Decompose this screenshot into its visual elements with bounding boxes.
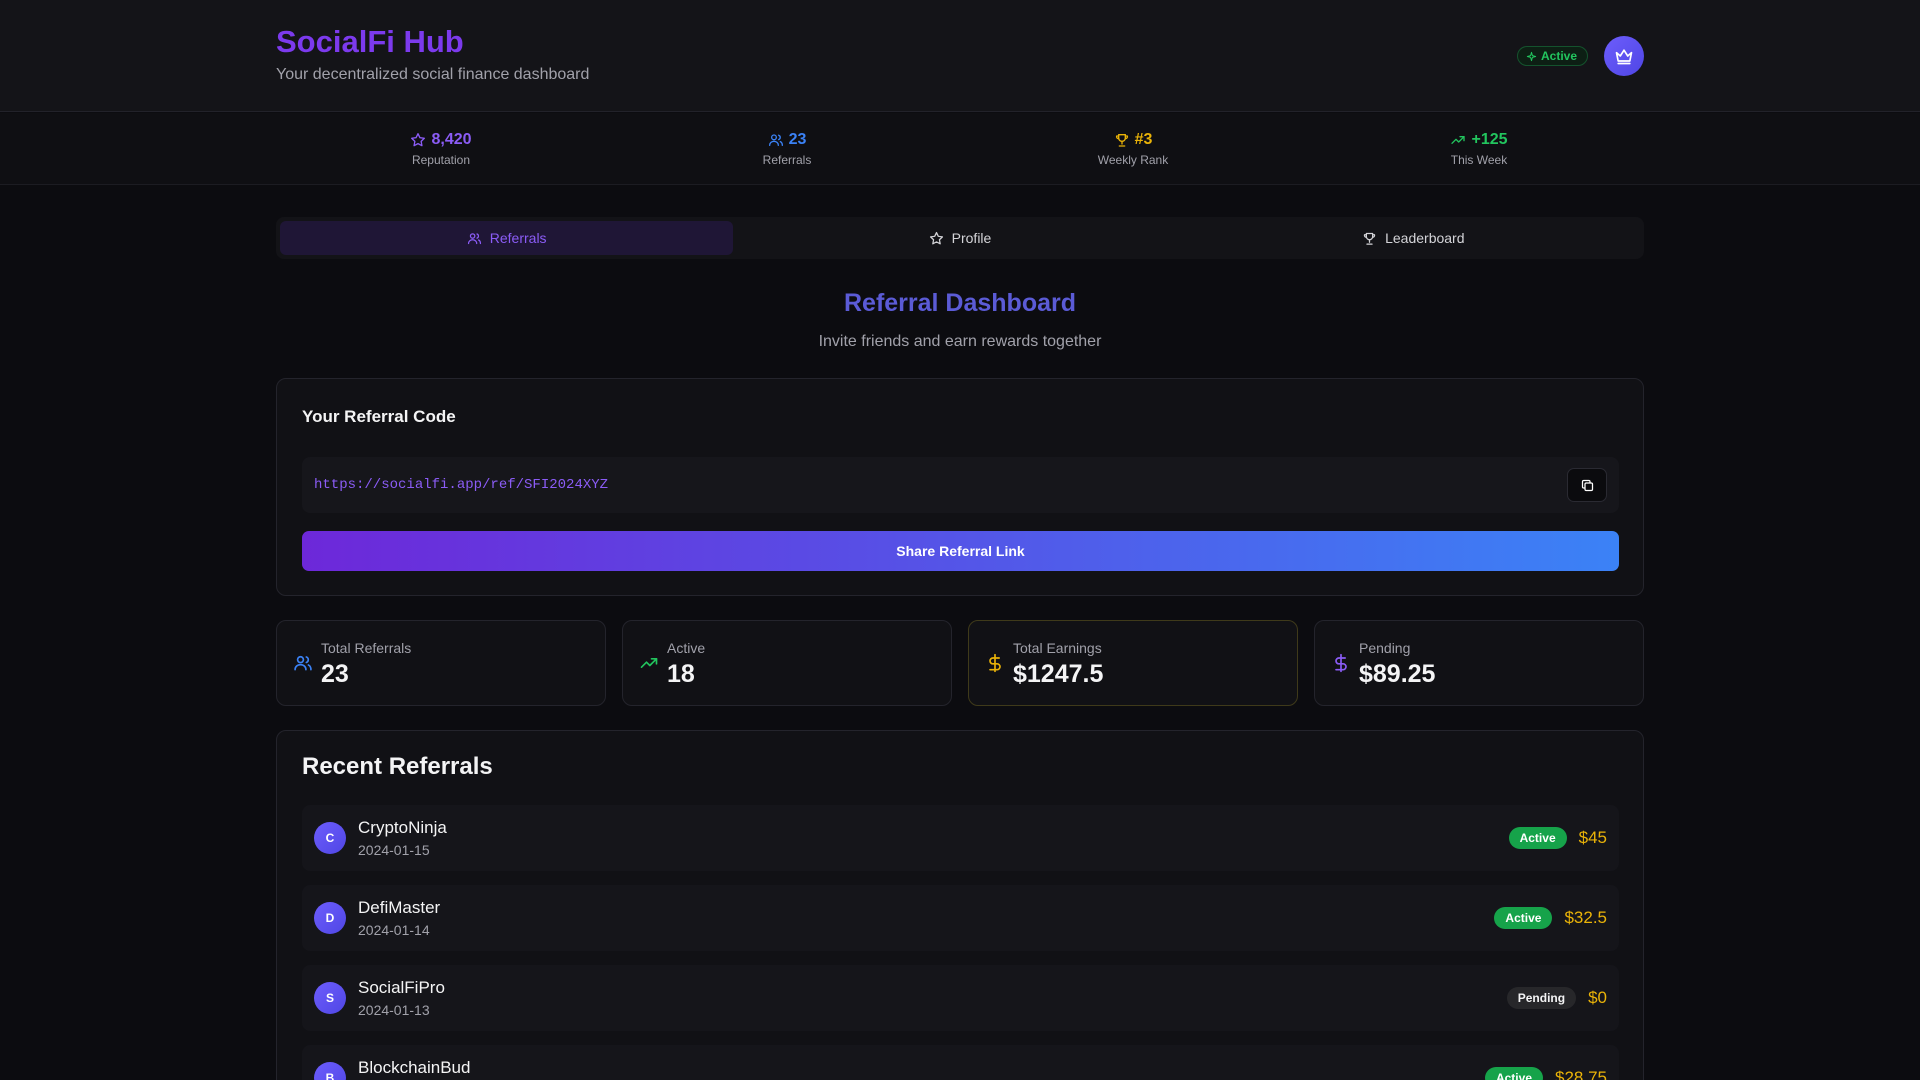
referral-code-card: Your Referral Code https://socialfi.app/… [276,378,1644,596]
users-icon [293,653,313,673]
tab-label: Referrals [489,230,547,246]
metric-value: 23 [321,660,349,688]
recent-referrals-title: Recent Referrals [302,753,493,780]
referral-code-title: Your Referral Code [302,407,456,426]
stat-this-week: +125 This Week [1329,131,1629,167]
recent-referrals-card: Recent Referrals C CryptoNinja 2024-01-1… [276,730,1644,1080]
referral-link-text[interactable]: https://socialfi.app/ref/SFI2024XYZ [314,477,609,493]
metric-total-earnings: Total Earnings $1247.5 [968,620,1298,706]
stat-value: 8,420 [431,131,472,148]
referral-name: CryptoNinja [358,818,447,837]
metric-label: Pending [1359,640,1411,656]
section-subtitle: Invite friends and earn rewards together [818,333,1102,350]
metric-label: Active [667,640,706,656]
metric-total-referrals: Total Referrals 23 [276,620,606,706]
stat-label: Weekly Rank [1097,153,1169,167]
trending-up-icon [639,653,659,673]
list-item: B BlockchainBud 2024-01-12 Active $28.75 [302,1045,1619,1080]
tab-label: Profile [951,230,992,246]
stat-value: +125 [1471,131,1508,148]
metric-label: Total Referrals [321,640,412,656]
referral-date: 2024-01-13 [358,1002,430,1018]
status-badge: Active [1484,1067,1543,1080]
avatar: D [314,902,346,934]
referral-amount: $0 [1588,988,1607,1007]
section-title: Referral Dashboard [843,289,1077,317]
star-icon [410,132,426,148]
copy-button[interactable] [1567,468,1607,502]
metric-label: Total Earnings [1013,640,1102,656]
referral-name: DefiMaster [358,898,441,917]
trending-up-icon [1450,132,1466,148]
metric-pending: Pending $89.25 [1314,620,1644,706]
app-header: SocialFi Hub Your decentralized social f… [0,0,1920,112]
trophy-icon [1114,132,1130,148]
stat-label: Referrals [762,153,812,167]
status-badge: Pending [1506,987,1577,1009]
tab-bar: Referrals Profile Leaderboard [276,217,1644,259]
avatar: C [314,822,346,854]
stat-referrals: 23 Referrals [637,131,937,167]
stats-bar: 8,420 Reputation 23 Referrals #3 Weekly … [0,113,1920,185]
trophy-icon [1362,231,1377,246]
status-badge: Active [1517,46,1589,66]
status-badge: Active [1494,907,1553,929]
tab-label: Leaderboard [1385,230,1465,246]
stat-label: Reputation [411,153,471,167]
dollar-icon [1331,653,1351,673]
referral-amount: $45 [1578,828,1607,847]
list-item: S SocialFiPro 2024-01-13 Pending $0 [302,965,1619,1031]
dollar-icon [985,653,1005,673]
referral-date: 2024-01-15 [358,842,430,858]
stat-reputation: 8,420 Reputation [291,131,591,167]
referral-amount: $28.75 [1555,1068,1607,1080]
list-item: C CryptoNinja 2024-01-15 Active $45 [302,805,1619,871]
referral-date: 2024-01-14 [358,922,430,938]
referral-name: BlockchainBud [358,1058,471,1077]
stat-label: This Week [1450,153,1508,167]
tab-profile[interactable]: Profile [733,221,1186,255]
star-icon [929,231,944,246]
status-badge: Active [1508,827,1567,849]
copy-icon [1580,478,1595,493]
stat-value: 23 [788,131,807,148]
metric-value: 18 [667,660,695,688]
share-referral-button[interactable]: Share Referral Link [302,531,1619,571]
users-icon [768,132,784,148]
avatar: S [314,982,346,1014]
app-subtitle: Your decentralized social finance dashbo… [276,66,590,83]
referral-name: SocialFiPro [358,978,445,997]
sparkle-icon [1526,51,1537,62]
tab-referrals[interactable]: Referrals [280,221,734,255]
app-title: SocialFi Hub [276,24,464,59]
metric-value: $89.25 [1359,660,1436,688]
list-item: D DefiMaster 2024-01-14 Active $32.5 [302,885,1619,951]
crown-icon [1614,46,1634,66]
avatar: B [314,1062,346,1080]
users-icon [467,231,482,246]
status-badge-label: Active [1541,49,1578,63]
stat-value: #3 [1134,131,1153,148]
tab-leaderboard[interactable]: Leaderboard [1187,221,1640,255]
user-avatar-button[interactable] [1604,36,1644,76]
metric-value: $1247.5 [1013,660,1104,688]
stat-weekly-rank: #3 Weekly Rank [983,131,1283,167]
metric-active: Active 18 [622,620,952,706]
referral-amount: $32.5 [1564,908,1607,927]
referral-link-field[interactable]: https://socialfi.app/ref/SFI2024XYZ [302,457,1619,513]
